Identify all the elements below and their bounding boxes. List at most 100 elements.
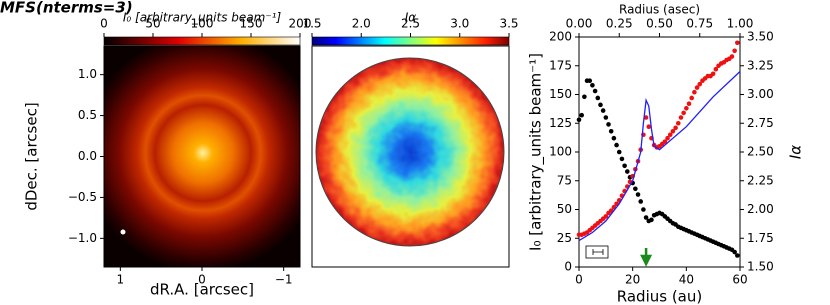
data-point — [732, 249, 737, 255]
data-point — [675, 120, 681, 126]
data-point — [616, 149, 622, 155]
colorbar — [311, 36, 510, 46]
y-tick-label: 125 — [549, 116, 572, 130]
data-point — [667, 132, 673, 138]
data-point — [686, 101, 692, 106]
axis-label: dR.A. [arcsec] — [150, 281, 254, 299]
y2-tick-label: 2.75 — [747, 116, 774, 130]
y-tick-label: 75 — [557, 173, 572, 187]
model-line — [578, 71, 741, 242]
axis-label: dDec. [arcsec] — [23, 102, 41, 210]
colorbar-tick-label: 2.5 — [401, 17, 420, 31]
axis-label: Iα — [787, 145, 805, 159]
data-point — [598, 102, 603, 108]
data-point — [670, 129, 676, 134]
intensity-map — [104, 46, 300, 267]
y2-tick-label: 2.50 — [747, 145, 774, 159]
colorbar-tick-label: 150 — [240, 17, 263, 31]
data-point — [606, 122, 611, 127]
data-point — [590, 83, 595, 88]
y-tick-label: 0 — [564, 260, 572, 274]
data-point — [622, 163, 627, 169]
y2-tick-label: 2.00 — [747, 202, 774, 216]
y2-tick-label: 3.50 — [747, 30, 774, 44]
data-point — [697, 81, 703, 87]
data-point — [611, 135, 617, 141]
data-point — [582, 94, 587, 100]
gap-arrow — [640, 248, 653, 267]
x-tick-label: 40 — [679, 273, 694, 287]
data-point — [710, 71, 716, 77]
axis-label: I₀ [arbitrary_units beam⁻¹] — [527, 53, 546, 251]
data-point — [619, 156, 625, 162]
figure-title: MFS(nterms=3) — [0, 0, 133, 17]
data-point — [684, 106, 689, 111]
data-point — [678, 115, 684, 120]
y2-tick-label: 3.00 — [747, 87, 774, 101]
data-point — [681, 110, 686, 116]
beam-symbol — [592, 249, 604, 255]
data-point — [600, 108, 606, 113]
y-tick-label: 0.5 — [78, 108, 97, 122]
x-tick-label: 1 — [117, 273, 125, 287]
y-tick-label: 0.0 — [78, 149, 97, 163]
colorbar-tick-label: 200 — [289, 17, 312, 31]
y-tick-label: 1.0 — [78, 67, 97, 81]
x-tick-label: 20 — [625, 273, 640, 287]
x-tick-label: 0 — [198, 273, 206, 287]
colorbar-tick-label: 3.5 — [499, 17, 518, 31]
alpha-map — [316, 58, 504, 246]
y2-tick-label: 2.25 — [747, 173, 774, 187]
data-point — [649, 217, 654, 223]
colorbar-label: Iα — [405, 11, 417, 25]
alpha-edge — [315, 57, 505, 247]
axis-label: Radius (au) — [617, 288, 702, 305]
data-point — [638, 199, 644, 204]
data-point — [608, 129, 614, 134]
x-tick-label: 60 — [732, 273, 747, 287]
data-point — [635, 192, 641, 197]
data-point — [643, 115, 649, 120]
axis-label: Radius (asec) — [619, 3, 700, 17]
data-point — [713, 66, 719, 72]
y-tick-label: −0.5 — [68, 190, 97, 204]
y-tick-label: 150 — [549, 87, 572, 101]
x-tick-label: 0 — [575, 273, 583, 287]
x2-tick-label: 0.00 — [566, 17, 593, 31]
axes-frame — [578, 36, 741, 268]
data-point — [603, 115, 609, 120]
data-point — [579, 112, 584, 118]
data-point — [735, 253, 740, 258]
data-point — [587, 78, 593, 83]
data-point — [665, 135, 670, 141]
x-tick-label: −1 — [275, 273, 293, 287]
y-tick-label: −1.0 — [68, 231, 97, 245]
data-point — [625, 169, 630, 174]
x2-tick-label: 0.50 — [646, 17, 673, 31]
x2-tick-label: 0.75 — [686, 17, 713, 31]
y2-tick-label: 3.25 — [747, 58, 774, 72]
data-point — [732, 48, 737, 54]
data-point — [689, 95, 694, 101]
beam — [120, 229, 126, 235]
data-point — [662, 139, 668, 144]
data-point — [643, 215, 649, 220]
data-point — [692, 89, 697, 95]
y2-tick-label: 1.75 — [747, 231, 774, 245]
colorbar-tick-label: 2.0 — [352, 17, 371, 31]
colorbar — [103, 36, 301, 46]
data-point — [614, 142, 619, 148]
y-tick-label: 100 — [549, 145, 572, 159]
x2-tick-label: 0.25 — [606, 17, 633, 31]
data-point — [576, 117, 582, 123]
axes-frame — [311, 45, 510, 268]
colorbar-tick-label: 3.0 — [450, 17, 469, 31]
data-point — [694, 85, 700, 90]
colorbar-tick-label: 100 — [191, 17, 214, 31]
data-point — [646, 124, 652, 129]
y-tick-label: 50 — [557, 202, 572, 216]
colorbar-tick-label: 1.5 — [302, 17, 321, 31]
colorbar-tick-label: 0 — [100, 17, 108, 31]
y2-tick-label: 1.50 — [747, 260, 774, 274]
